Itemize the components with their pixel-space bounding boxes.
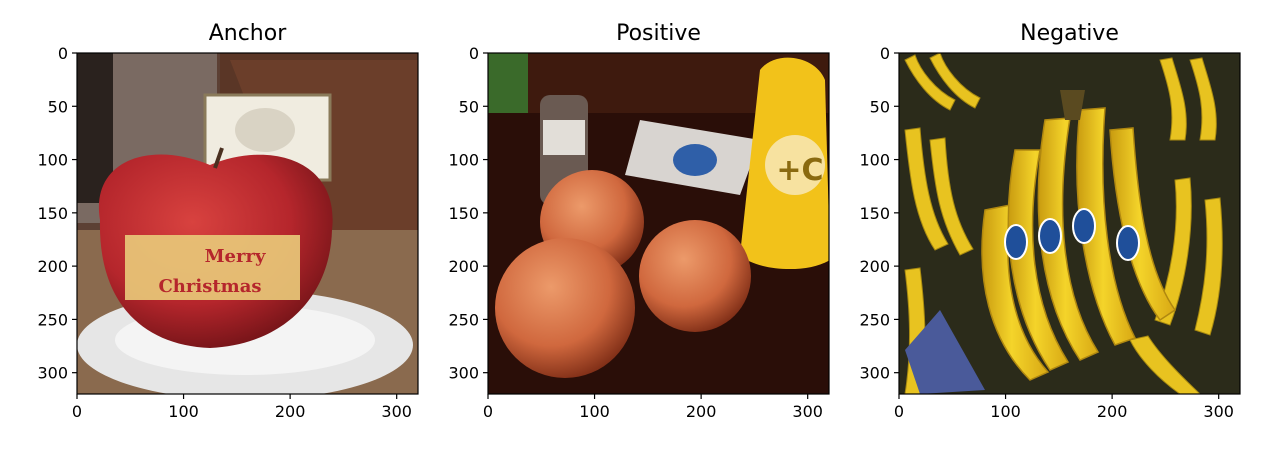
bottle-label: +C: [776, 153, 823, 188]
negative-ytick-label-4: 200: [859, 257, 890, 276]
positive-ytick-label-3: 150: [448, 204, 479, 223]
anchor-ytick-label-2: 100: [37, 151, 68, 170]
anchor-ytick-label-4: 200: [37, 257, 68, 276]
negative-xtick-label-0: 0: [894, 402, 904, 421]
positive-xtick-label-3: 300: [792, 402, 823, 421]
anchor-ytick-label-5: 250: [37, 310, 68, 329]
negative-image: [899, 53, 1240, 394]
positive-axes: [487, 52, 830, 395]
anchor-title: Anchor: [209, 21, 287, 46]
negative-ytick-label-3: 150: [859, 204, 890, 223]
positive-title: Positive: [616, 21, 701, 46]
anchor-ytick-label-3: 150: [37, 204, 68, 223]
anchor-xtick-label-0: 0: [72, 402, 82, 421]
positive-xtick-label-2: 200: [686, 402, 717, 421]
negative-ytick-label-2: 100: [859, 151, 890, 170]
anchor-panel: Anchor Merry Christmas 0 100 200 3000501001…: [37, 21, 419, 421]
negative-xtick-label-3: 300: [1203, 402, 1234, 421]
negative-xtick-label-1: 100: [990, 402, 1021, 421]
anchor-ytick-label-1: 50: [48, 97, 68, 116]
negative-ytick-label-6: 300: [859, 364, 890, 383]
anchor-axes: [76, 52, 419, 395]
positive-xtick-label-1: 100: [579, 402, 610, 421]
negative-panel: Negative: [859, 21, 1241, 421]
apple-label-merry: Merry: [205, 246, 266, 267]
positive-ytick-label-5: 250: [448, 310, 479, 329]
anchor-ytick-label-6: 300: [37, 364, 68, 383]
positive-ytick-label-1: 50: [459, 97, 479, 116]
positive-xtick-label-0: 0: [483, 402, 493, 421]
positive-ytick-label-2: 100: [448, 151, 479, 170]
negative-xtick-label-2: 200: [1097, 402, 1128, 421]
negative-axes: [898, 52, 1241, 395]
positive-ytick-label-0: 0: [469, 44, 479, 63]
positive-ytick-label-4: 200: [448, 257, 479, 276]
anchor-ytick-label-0: 0: [58, 44, 68, 63]
anchor-image: Merry Christmas: [77, 53, 418, 394]
anchor-xtick-label-2: 200: [275, 402, 306, 421]
positive-image: +C: [488, 53, 829, 394]
positive-ytick-label-6: 300: [448, 364, 479, 383]
apple-label-christmas: Christmas: [158, 276, 261, 297]
negative-ytick-label-5: 250: [859, 310, 890, 329]
anchor-xtick-label-3: 300: [381, 402, 412, 421]
negative-title: Negative: [1020, 21, 1119, 46]
negative-ytick-label-0: 0: [880, 44, 890, 63]
negative-ytick-label-1: 50: [870, 97, 890, 116]
anchor-xtick-label-1: 100: [168, 402, 199, 421]
